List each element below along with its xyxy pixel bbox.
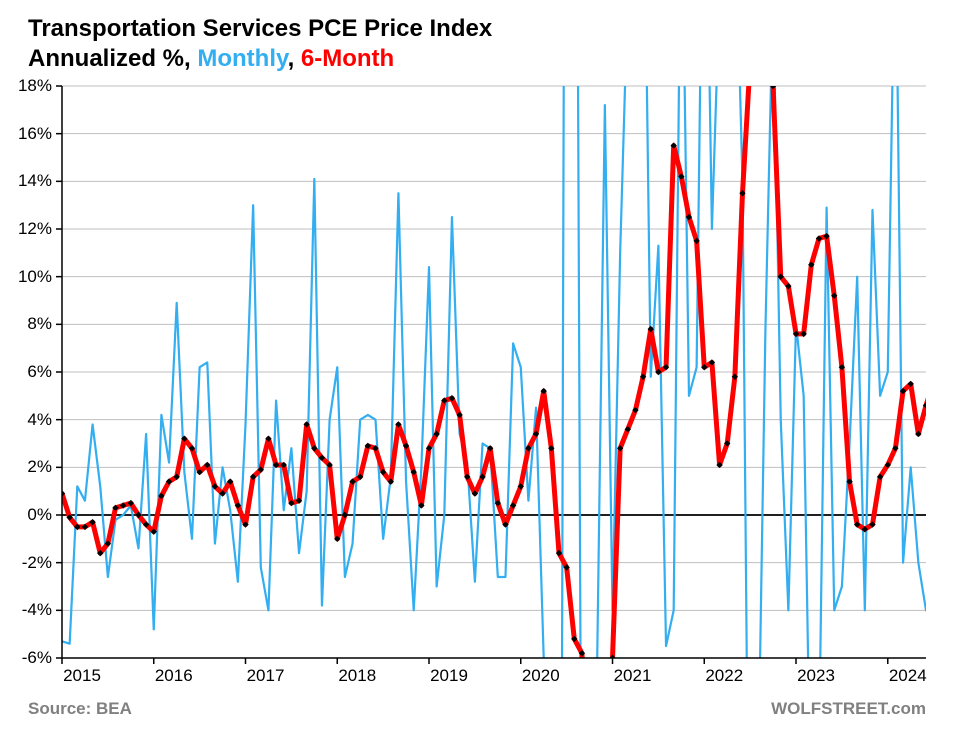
- six-month-marker: [747, 59, 753, 65]
- chart-title: Transportation Services PCE Price Index …: [28, 14, 492, 74]
- y-tick-label: 8%: [27, 314, 52, 334]
- site-label: WOLFSTREET.com: [771, 699, 926, 719]
- y-tick-label: -6%: [22, 648, 52, 668]
- title-line2-prefix: Annualized %,: [28, 45, 197, 72]
- title-sep: ,: [288, 45, 301, 72]
- x-tick-label: 2017: [247, 666, 285, 686]
- plot-area: [62, 86, 926, 658]
- y-tick-label: -2%: [22, 553, 52, 573]
- six-month-marker: [930, 378, 936, 384]
- title-6month: 6-Month: [301, 45, 394, 72]
- y-tick-label: 12%: [18, 219, 52, 239]
- x-tick-label: 2021: [614, 666, 652, 686]
- source-label: Source: BEA: [28, 699, 132, 719]
- title-line1: Transportation Services PCE Price Index: [28, 15, 492, 42]
- y-tick-label: 0%: [27, 505, 52, 525]
- x-tick-label: 2020: [522, 666, 560, 686]
- title-monthly: Monthly: [197, 45, 287, 72]
- chart-container: Transportation Services PCE Price Index …: [0, 0, 954, 731]
- x-tick-label: 2023: [797, 666, 835, 686]
- x-tick-label: 2018: [338, 666, 376, 686]
- plot-svg: [62, 86, 926, 678]
- monthly-line: [62, 0, 926, 731]
- y-tick-label: 14%: [18, 171, 52, 191]
- y-tick-label: 2%: [27, 457, 52, 477]
- x-tick-label: 2019: [430, 666, 468, 686]
- y-tick-label: -4%: [22, 600, 52, 620]
- six-month-marker: [938, 426, 944, 432]
- x-tick-label: 2015: [63, 666, 101, 686]
- x-tick-label: 2016: [155, 666, 193, 686]
- y-tick-label: 18%: [18, 76, 52, 96]
- x-tick-label: 2024: [889, 666, 927, 686]
- x-tick-label: 2022: [705, 666, 743, 686]
- six-month-marker: [946, 443, 952, 449]
- y-tick-label: 16%: [18, 124, 52, 144]
- y-tick-label: 10%: [18, 267, 52, 287]
- y-tick-label: 6%: [27, 362, 52, 382]
- y-tick-label: 4%: [27, 410, 52, 430]
